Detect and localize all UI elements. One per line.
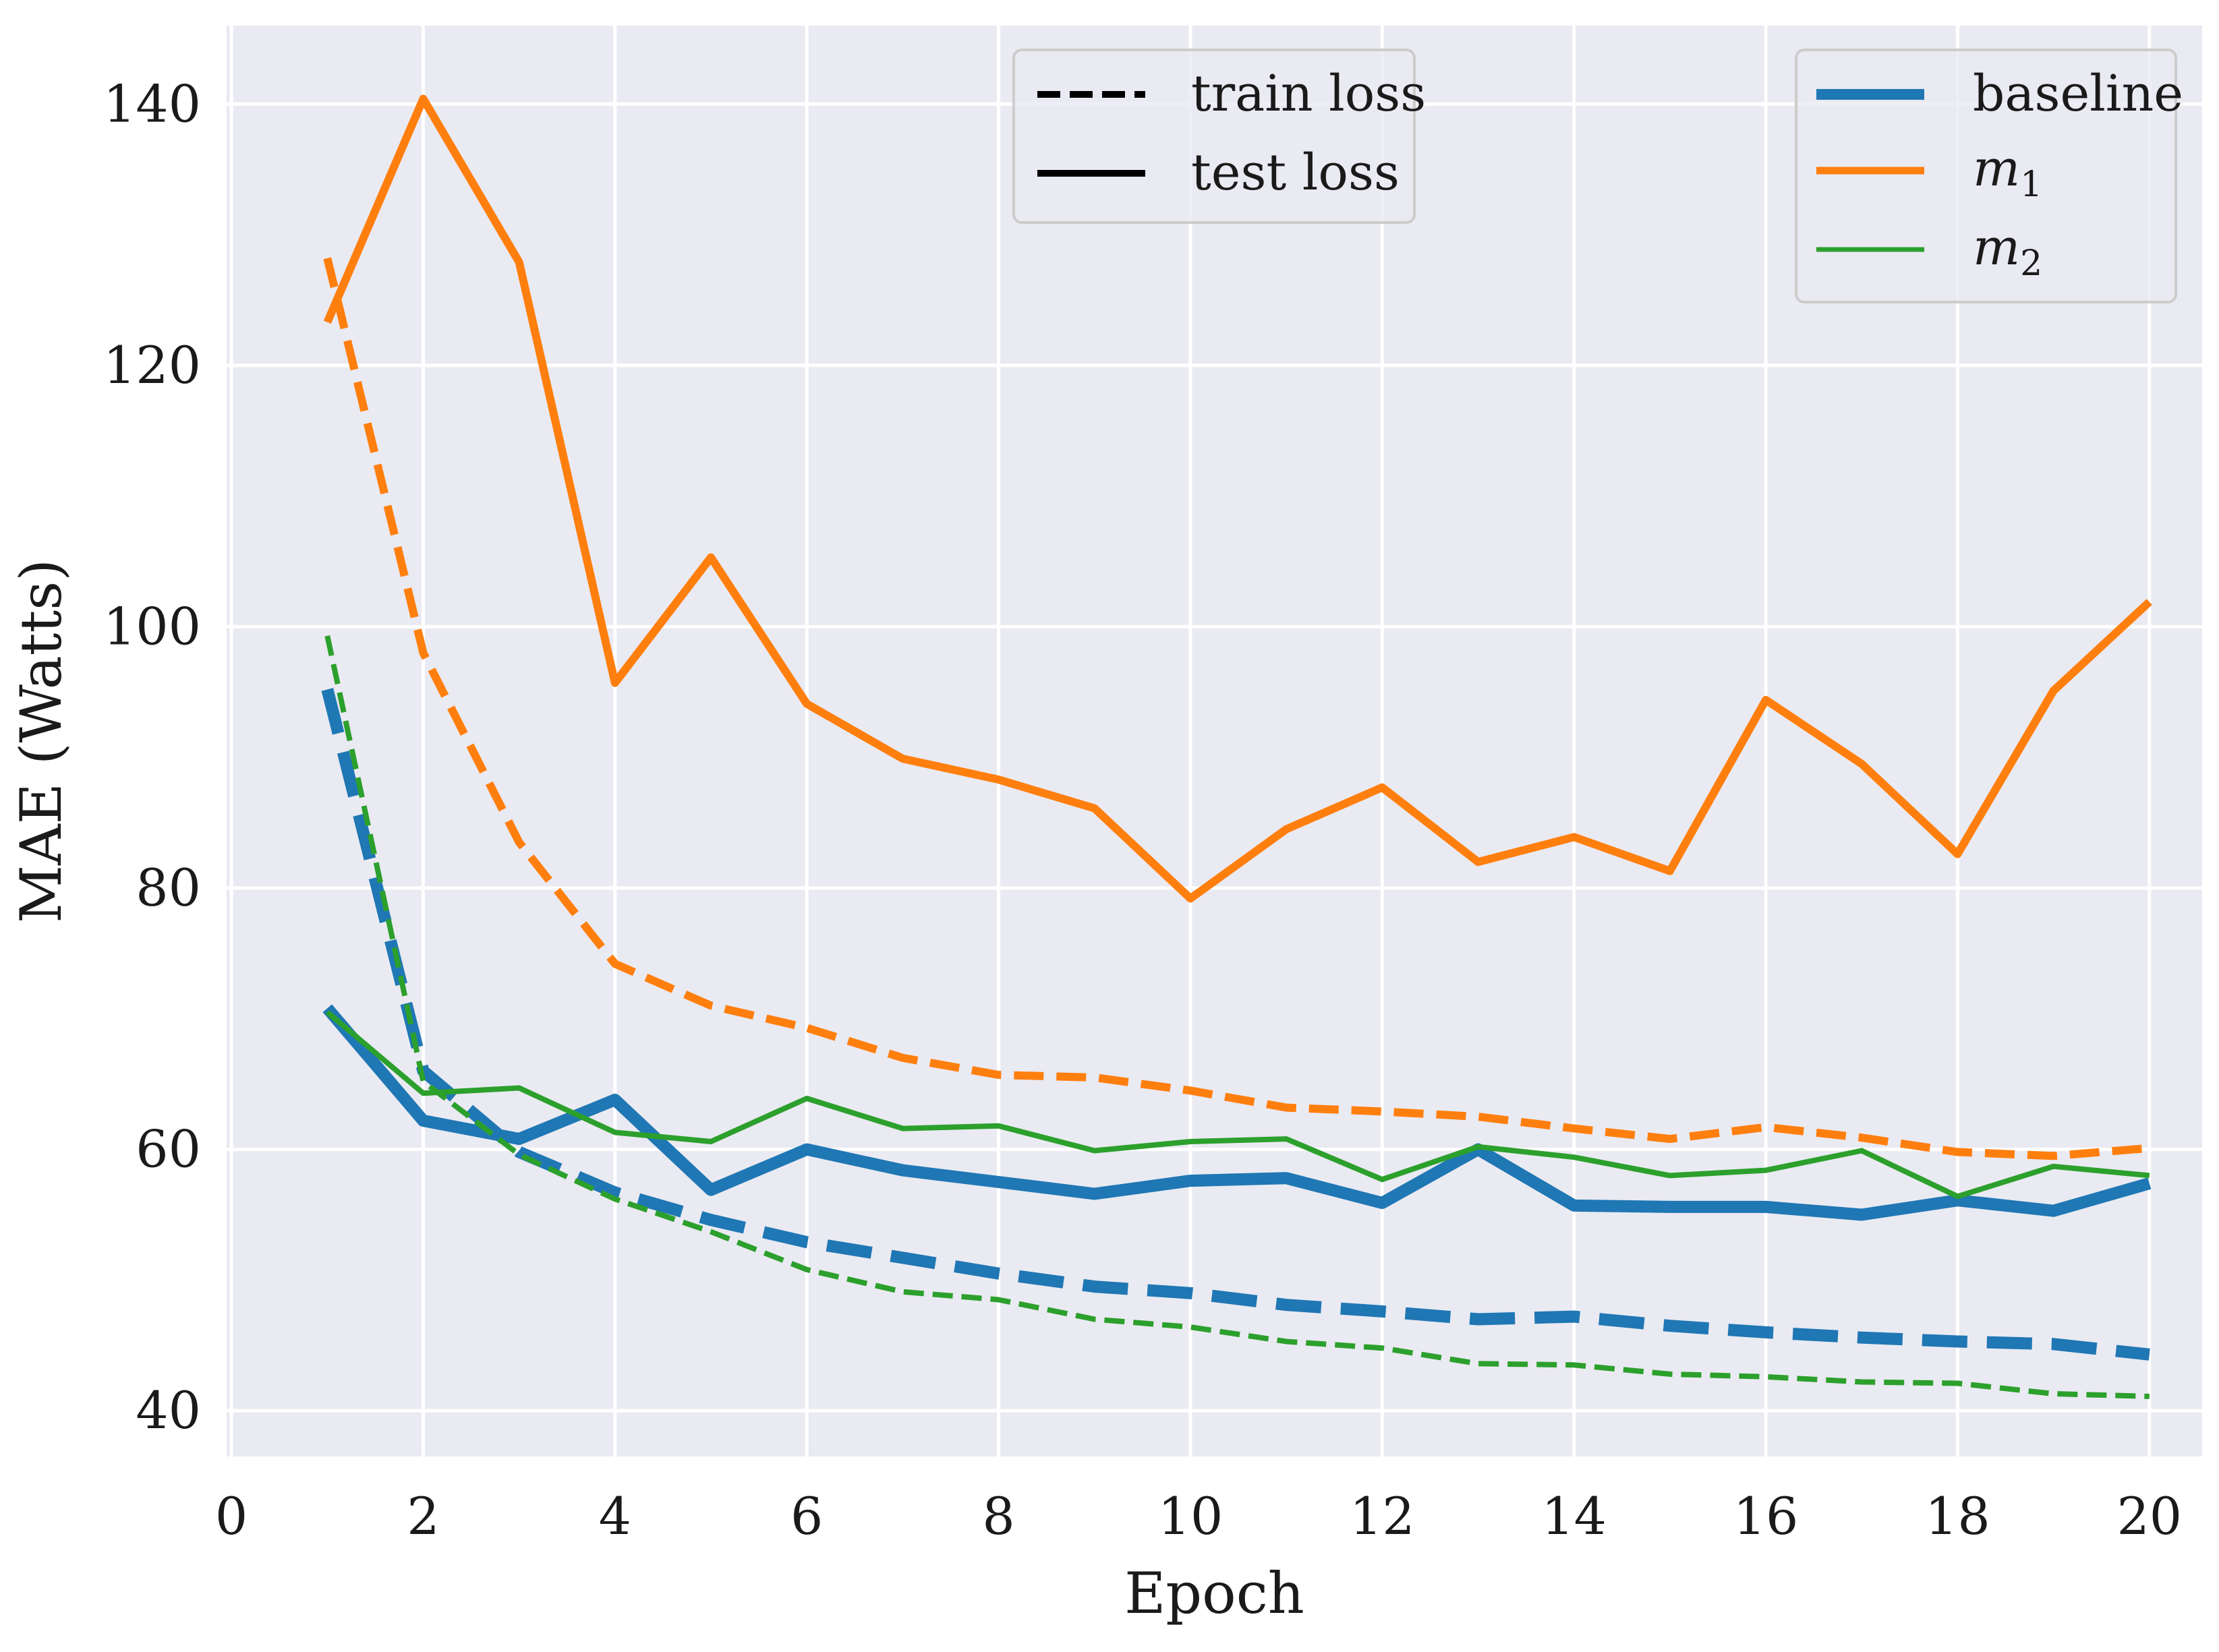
series-m1-test-loss <box>323 94 2152 903</box>
x-tick-label: 6 <box>790 1486 823 1546</box>
y-tick-label: 60 <box>136 1119 201 1179</box>
legend-box <box>1795 49 2177 303</box>
y-axis-label: MAE (Watts) <box>8 559 74 923</box>
grid <box>227 26 2202 1456</box>
x-tick-label: 8 <box>982 1486 1014 1546</box>
x-tick-label: 2 <box>407 1486 439 1546</box>
y-tick-label: 140 <box>103 73 201 134</box>
series <box>321 94 2152 1399</box>
x-tick-label: 12 <box>1350 1486 1415 1546</box>
legend-models: baseline m1 m2 <box>1795 49 2183 303</box>
x-axis-label: Epoch <box>1124 1560 1304 1626</box>
x-tick-label: 14 <box>1541 1486 1607 1546</box>
series-m1-train-loss <box>323 257 2150 1160</box>
x-tick-label: 18 <box>1925 1486 1990 1546</box>
y-tick-label: 100 <box>103 596 201 656</box>
legend-line-style: train loss test loss <box>1012 49 1426 224</box>
series-baseline-test-loss <box>322 1004 2152 1221</box>
y-tick-label: 80 <box>136 858 201 918</box>
series-m2-test-loss <box>325 1010 2150 1200</box>
legend-m2-label: m2 <box>1973 218 2042 284</box>
series-baseline-train-loss <box>321 688 2150 1361</box>
y-tick-label: 120 <box>103 335 201 395</box>
x-tick-label: 10 <box>1158 1486 1223 1546</box>
legend-m1-label: m1 <box>1973 140 2042 205</box>
x-tick-label: 4 <box>599 1486 631 1546</box>
legend-train-loss-label: train loss <box>1191 65 1426 123</box>
x-tick-label: 0 <box>215 1486 248 1546</box>
x-tick-label: 16 <box>1733 1486 1799 1546</box>
tick-labels: 0 2 4 6 8 10 12 14 16 18 20 40 60 80 100 120 140 <box>103 73 2182 1546</box>
x-tick-label: 20 <box>2116 1486 2182 1546</box>
y-tick-label: 40 <box>136 1380 201 1440</box>
legend-test-loss-label: test loss <box>1191 144 1400 202</box>
series-m2-train-loss <box>324 635 2150 1399</box>
legend-baseline-label: baseline <box>1973 65 2183 123</box>
